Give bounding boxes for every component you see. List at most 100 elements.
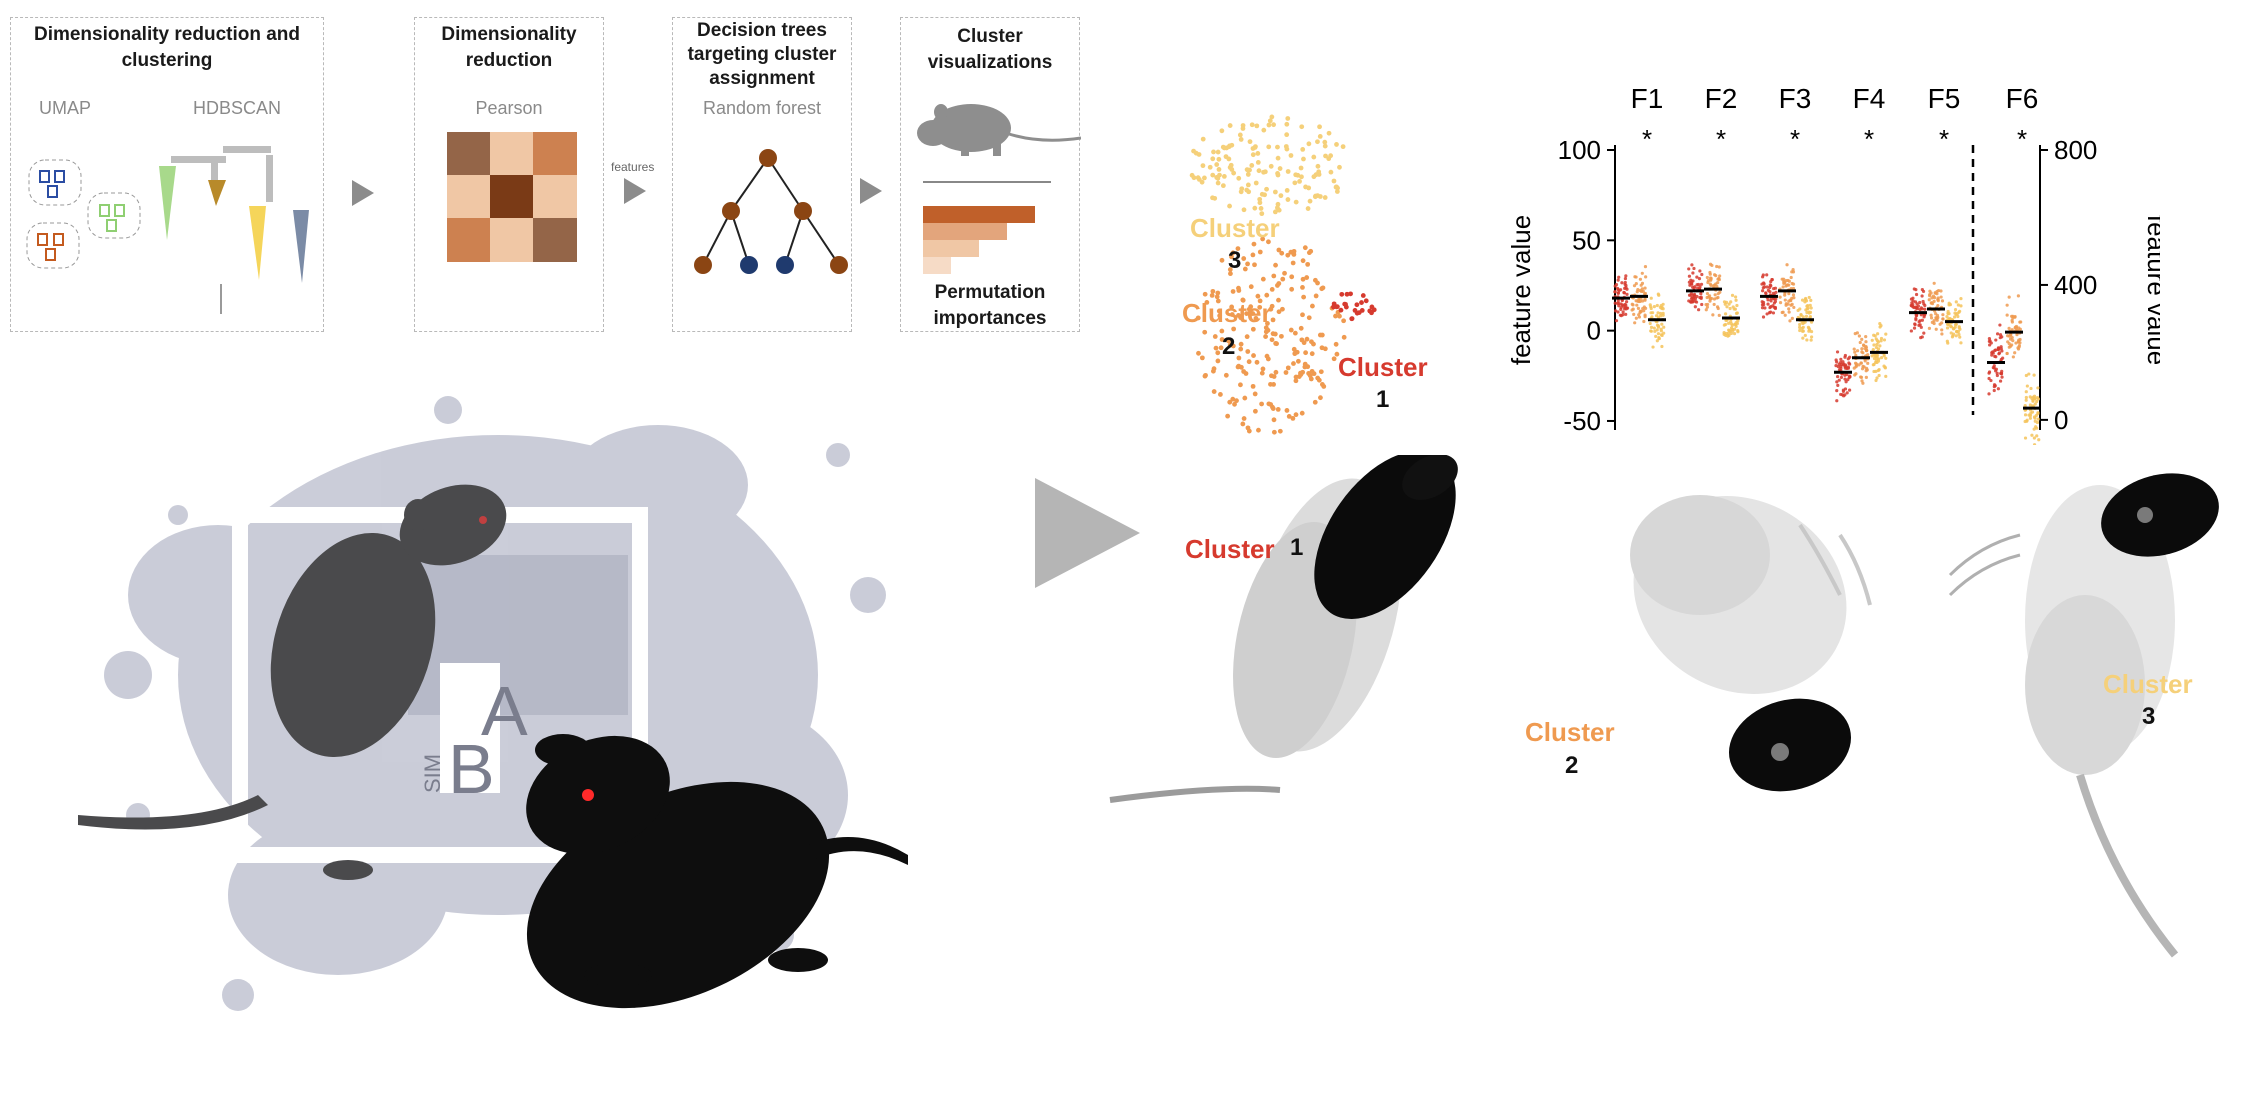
data-point (1996, 346, 2001, 350)
data-point (1699, 282, 1704, 286)
umap-point-cluster-2 (1218, 345, 1224, 351)
data-point (1649, 296, 1653, 300)
umap-point-cluster-3 (1285, 197, 1291, 202)
data-point (1798, 307, 1802, 311)
data-point (1761, 275, 1765, 279)
data-point (2025, 419, 2029, 423)
data-point (1729, 326, 1734, 330)
data-point (1806, 325, 1811, 329)
data-point (2016, 340, 2020, 344)
data-point (1848, 388, 1852, 392)
y-tick-label-right: 800 (2054, 135, 2097, 165)
data-point (1695, 294, 1699, 299)
data-point (2033, 402, 2037, 406)
data-point (1734, 298, 1738, 302)
umap-point-cluster-3 (1207, 164, 1213, 170)
umap-point-cluster-3 (1293, 172, 1299, 178)
data-point (1773, 306, 1778, 311)
data-point (1834, 364, 1838, 368)
data-point (1634, 299, 1638, 303)
data-point (1992, 384, 1996, 389)
data-point (1863, 346, 1867, 351)
data-point (1760, 306, 1765, 310)
umap-cluster-2-number: 2 (1222, 333, 1236, 360)
data-point (1801, 325, 1805, 329)
umap-point-cluster-3 (1261, 127, 1267, 133)
umap-point-cluster-2 (1226, 338, 1231, 344)
umap-point-cluster-3 (1236, 175, 1242, 181)
umap-point-cluster-3 (1334, 142, 1339, 147)
data-point (1871, 347, 1875, 352)
umap-point-cluster-2 (1229, 304, 1235, 310)
umap-point-cluster-2 (1238, 382, 1243, 388)
data-point (1913, 323, 1917, 327)
umap-point-cluster-2 (1271, 382, 1276, 387)
y-tick-label-left: -50 (1563, 406, 1601, 436)
umap-point-cluster-3 (1331, 178, 1337, 184)
data-point (1698, 269, 1702, 273)
data-point (1697, 308, 1701, 312)
data-point (1640, 271, 1644, 275)
umap-point-cluster-2 (1227, 267, 1233, 272)
data-point (1949, 324, 1953, 328)
umap-point-cluster-3 (1259, 191, 1265, 197)
umap-point-cluster-2 (1248, 284, 1254, 290)
data-point (1785, 283, 1789, 287)
umap-point-cluster-3 (1253, 144, 1258, 149)
umap-point-cluster-3 (1285, 116, 1291, 121)
umap-point-cluster-2 (1242, 266, 1248, 272)
umap-point-cluster-3 (1334, 189, 1340, 194)
umap-point-cluster-2 (1253, 315, 1259, 321)
data-point (1929, 316, 1934, 320)
umap-point-cluster-2 (1312, 399, 1318, 405)
data-point (1623, 276, 1628, 281)
data-point (1987, 336, 1992, 341)
umap-point-cluster-2 (1321, 384, 1327, 389)
data-point (1798, 328, 1802, 333)
data-point (1854, 362, 1859, 366)
umap-point-cluster-3 (1231, 170, 1237, 176)
data-point (1718, 290, 1722, 294)
data-point (1790, 270, 1794, 274)
data-point (1929, 313, 1933, 317)
data-point (1787, 310, 1791, 314)
data-point (1712, 283, 1717, 287)
umap-point-cluster-3 (1271, 122, 1277, 128)
data-point (2007, 326, 2011, 330)
data-point (2010, 336, 2014, 340)
umap-point-cluster-3 (1220, 183, 1226, 189)
umap-point-cluster-2 (1202, 373, 1208, 379)
data-point (2018, 320, 2022, 324)
umap-point-cluster-2 (1254, 359, 1260, 365)
umap-point-cluster-2 (1269, 287, 1275, 292)
umap-point-cluster-2 (1244, 311, 1249, 316)
data-point (1766, 288, 1770, 293)
data-point (1768, 305, 1772, 310)
umap-point-cluster-3 (1337, 164, 1342, 170)
data-point (1918, 323, 1922, 327)
data-point (1760, 282, 1764, 286)
data-point (1854, 353, 1858, 357)
significance-marker: * (2017, 124, 2027, 154)
data-point (1912, 326, 1917, 330)
data-point (1783, 313, 1787, 317)
pipeline-box-pearson: Dimensionality reduction Pearson (414, 17, 604, 332)
data-point (1649, 325, 1654, 329)
umap-point-cluster-2 (1276, 297, 1281, 303)
data-point (1808, 303, 1812, 307)
data-point (1617, 275, 1621, 279)
umap-point-cluster-2 (1227, 342, 1233, 348)
data-point (1735, 303, 1739, 308)
data-point (2023, 436, 2028, 440)
umap-point-cluster-3 (1215, 180, 1221, 186)
umap-point-cluster-2 (1282, 270, 1287, 276)
umap-point-cluster-2 (1334, 351, 1340, 357)
umap-point-cluster-2 (1298, 325, 1304, 331)
umap-point-cluster-2 (1331, 356, 1337, 362)
data-point (1989, 341, 1993, 345)
data-point (1643, 315, 1647, 319)
data-point (1990, 351, 1994, 355)
data-point (1932, 321, 1936, 326)
data-point (1717, 265, 1721, 269)
data-point (1650, 315, 1654, 319)
